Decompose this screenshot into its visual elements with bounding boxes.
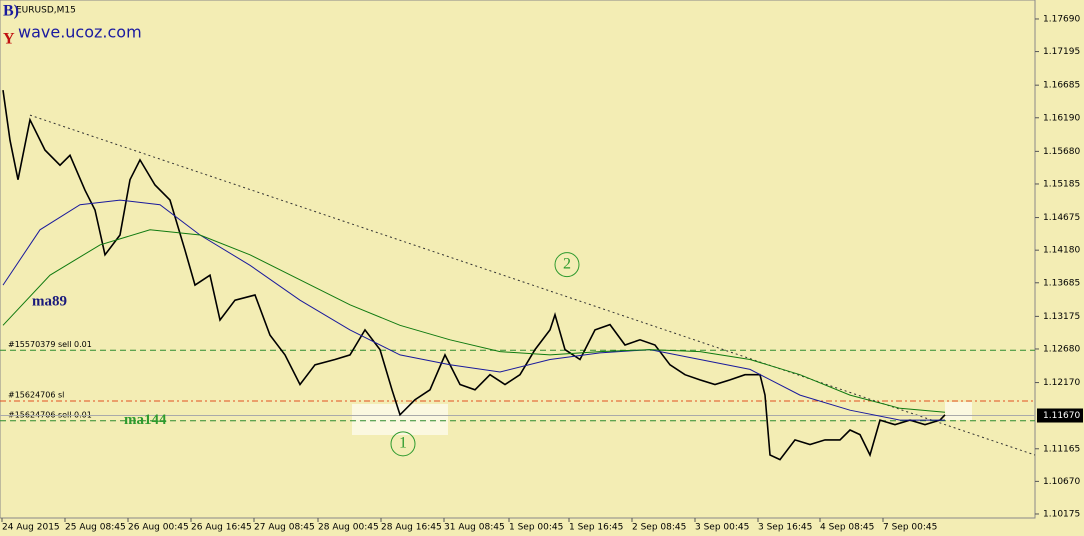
x-tick-label: 26 Aug 00:45 xyxy=(128,523,189,533)
series-line xyxy=(2,199,945,421)
y-tick-label: 1.10175 xyxy=(1043,509,1080,519)
highlight-box xyxy=(352,404,448,435)
highlight-box xyxy=(945,402,972,420)
x-tick-label: 4 Sep 08:45 xyxy=(820,523,874,533)
logo: B) xyxy=(3,3,19,20)
x-tick-label: 25 Aug 08:45 xyxy=(65,523,126,533)
trend-line xyxy=(29,114,1036,456)
price-box xyxy=(1037,408,1083,423)
order-label: #15624706 sell 0.01 xyxy=(8,410,92,419)
x-tick-label: 3 Sep 00:45 xyxy=(695,523,749,533)
x-tick-label: 3 Sep 16:45 xyxy=(758,523,812,533)
logo: Y xyxy=(3,31,15,48)
order-label: #15570379 sell 0.01 xyxy=(8,340,92,349)
y-tick-label: 1.15680 xyxy=(1043,147,1080,157)
annotation: ma144 xyxy=(124,412,167,428)
order-label: #15624706 sl xyxy=(8,391,64,400)
annotation: ma89 xyxy=(32,294,67,310)
x-tick-label: 31 Aug 08:45 xyxy=(444,523,505,533)
y-tick-label: 1.13685 xyxy=(1043,278,1080,288)
y-tick-label: 1.12680 xyxy=(1043,344,1080,354)
x-tick-label: 7 Sep 00:45 xyxy=(883,523,937,533)
y-tick-label: 1.14675 xyxy=(1043,213,1080,223)
y-tick-label: 1.13175 xyxy=(1043,312,1080,322)
chart-title: EURUSD,M15 xyxy=(16,6,76,16)
x-tick-label: 28 Aug 00:45 xyxy=(318,523,379,533)
x-tick-label: 1 Sep 16:45 xyxy=(569,523,623,533)
y-tick-label: 1.17195 xyxy=(1043,47,1080,57)
x-tick-label: 1 Sep 00:45 xyxy=(509,523,563,533)
price-label: 1.11670 xyxy=(1043,411,1080,421)
plot-area xyxy=(0,0,1036,519)
series-line xyxy=(2,229,946,413)
watermark: wave.ucoz.com xyxy=(18,23,142,42)
y-tick-label: 1.15185 xyxy=(1043,179,1080,189)
y-tick-label: 1.11165 xyxy=(1043,444,1080,454)
y-tick-label: 1.16685 xyxy=(1043,81,1080,91)
annotation: 2 xyxy=(563,255,571,272)
series-line xyxy=(2,89,946,461)
x-tick-label: 27 Aug 08:45 xyxy=(254,523,315,533)
x-tick-label: 26 Aug 16:45 xyxy=(191,523,252,533)
y-tick-label: 1.12170 xyxy=(1043,378,1080,388)
x-tick-label: 24 Aug 2015 xyxy=(2,523,60,533)
y-tick-label: 1.16190 xyxy=(1043,113,1080,123)
annotation: 1 xyxy=(399,435,407,452)
wave-circle xyxy=(390,431,416,457)
x-tick-label: 28 Aug 16:45 xyxy=(381,523,442,533)
x-tick-label: 2 Sep 08:45 xyxy=(632,523,686,533)
y-tick-label: 1.17690 xyxy=(1043,14,1080,24)
y-tick-label: 1.10670 xyxy=(1043,477,1080,487)
y-tick-label: 1.14180 xyxy=(1043,246,1080,256)
wave-circle xyxy=(554,252,580,278)
